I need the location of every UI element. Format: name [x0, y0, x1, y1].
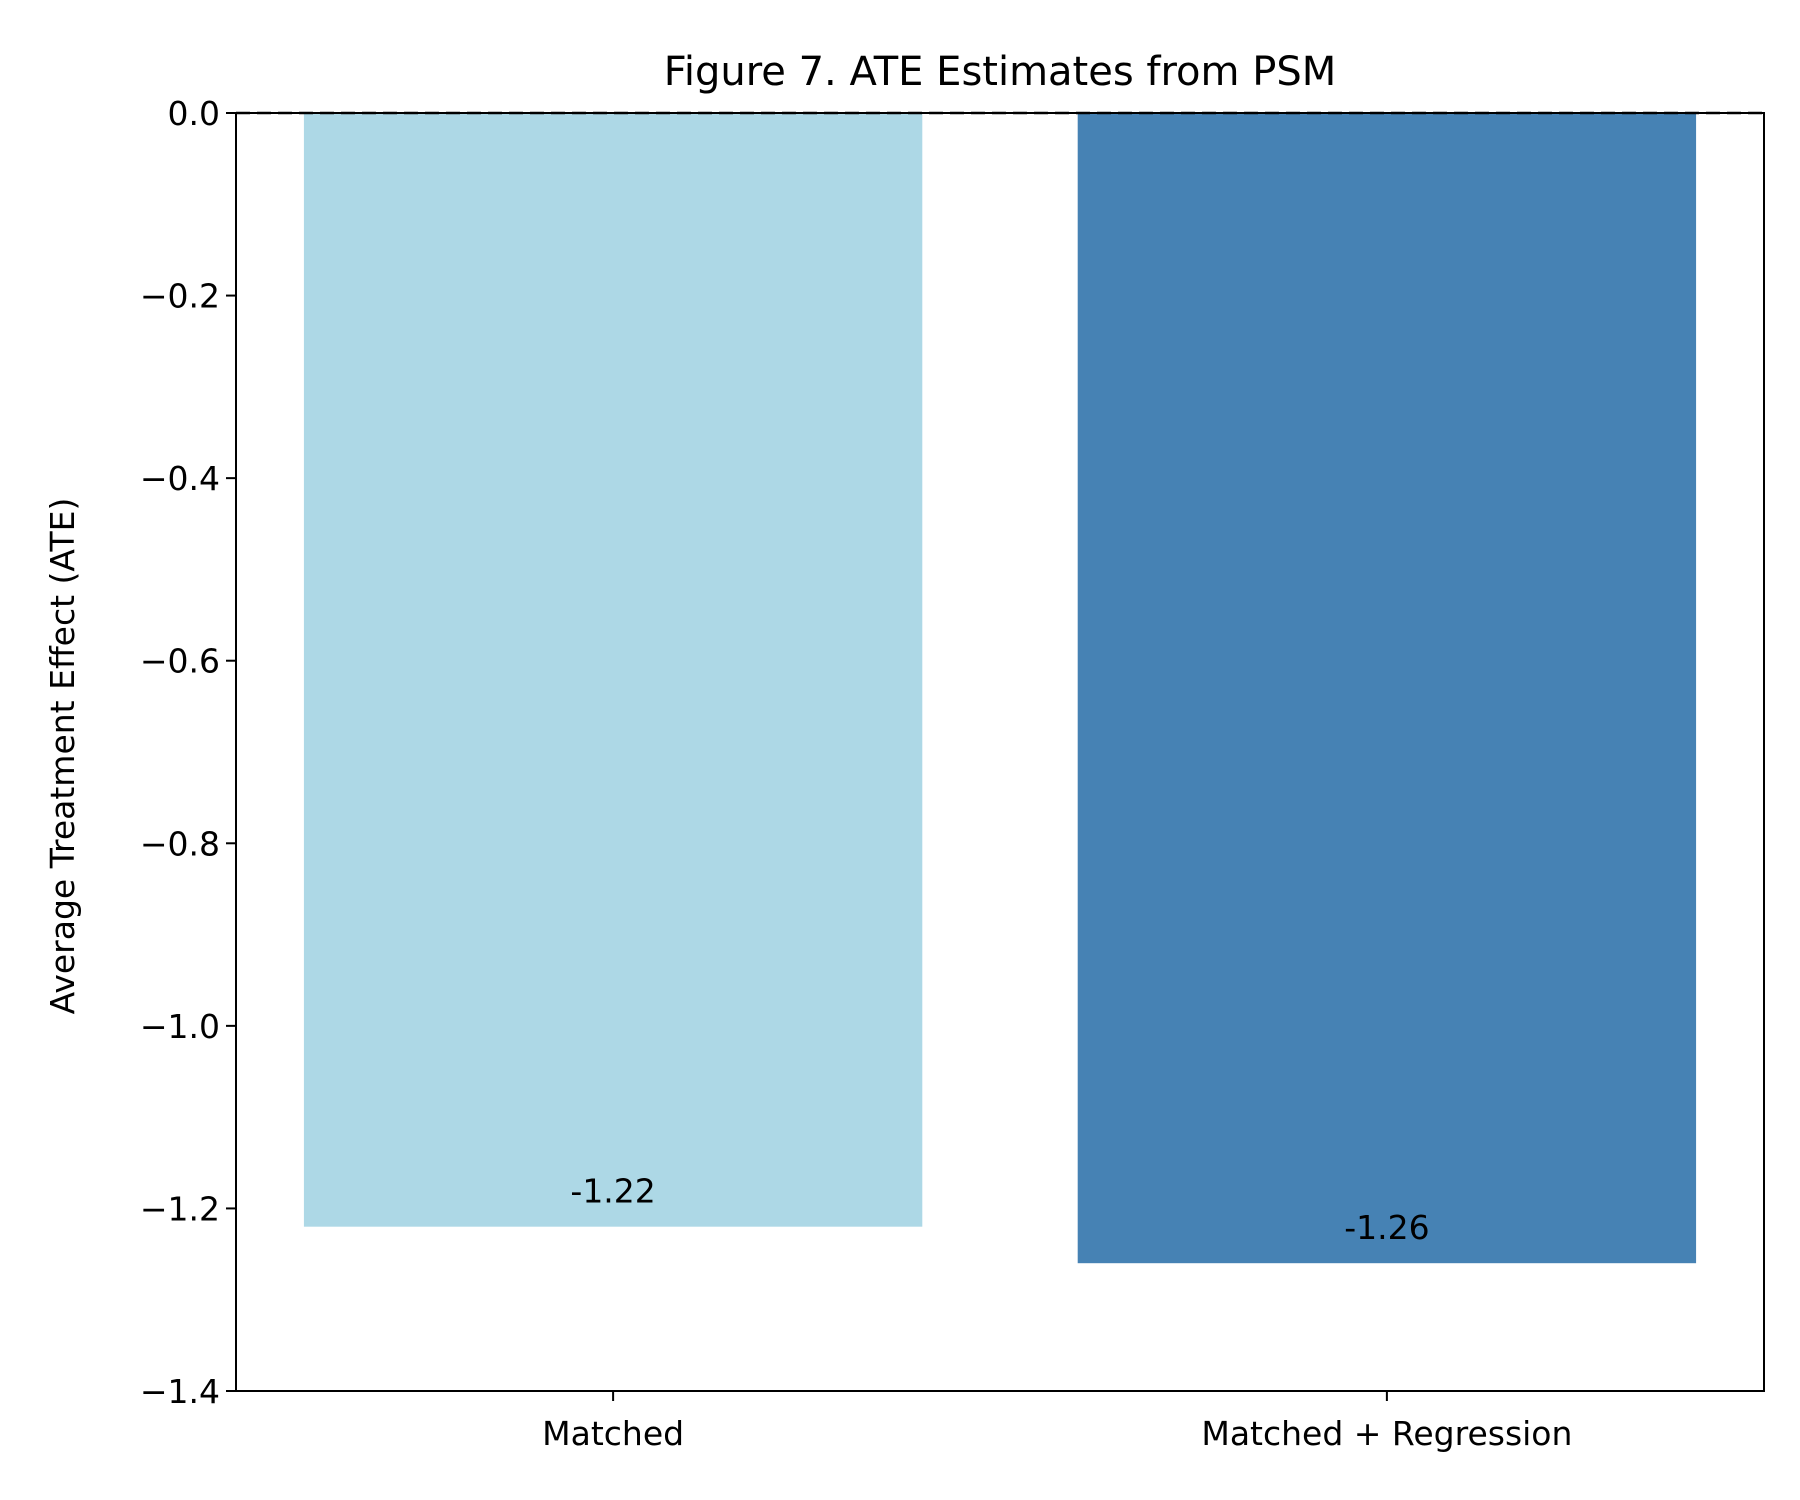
y-tick-label: −0.4 — [140, 459, 220, 498]
y-tick-label: −1.2 — [140, 1189, 220, 1228]
bar — [1077, 113, 1697, 1264]
y-tick-label: −0.8 — [140, 824, 220, 863]
bars-group — [303, 113, 1697, 1264]
plot-frame — [235, 112, 1765, 1392]
x-tick-label: Matched — [542, 1414, 684, 1453]
y-tick-label: −0.2 — [140, 277, 220, 316]
bar-value-label: -1.22 — [570, 1172, 655, 1211]
y-tick-label: −0.6 — [140, 642, 220, 681]
y-tick-label: −1.0 — [140, 1007, 220, 1046]
bar-value-labels: -1.22 -1.26 — [570, 1172, 1429, 1248]
y-tick-label: −1.4 — [140, 1372, 220, 1411]
x-tick-label: Matched + Regression — [1201, 1414, 1572, 1453]
chart-title: Figure 7. ATE Estimates from PSM — [664, 49, 1336, 95]
y-axis-label: Average Treatment Effect (ATE) — [43, 498, 82, 1015]
bar — [303, 113, 923, 1227]
x-axis-ticks: Matched Matched + Regression — [542, 1391, 1572, 1453]
y-tick-label: 0.0 — [168, 94, 220, 133]
y-axis-ticks: 0.0 −0.2 −0.4 −0.6 −0.8 −1.0 −1.2 −1.4 — [140, 94, 236, 1411]
bar-value-label: -1.26 — [1344, 1208, 1429, 1247]
